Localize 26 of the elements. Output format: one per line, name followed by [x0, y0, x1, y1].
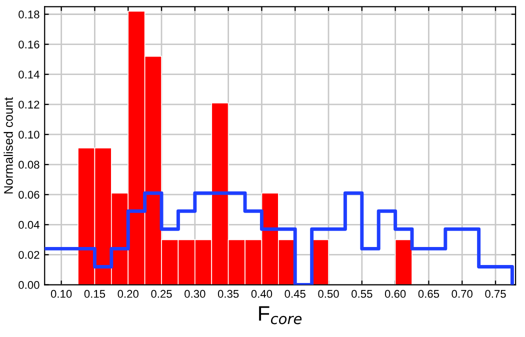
x-tick-label: 0.75 [485, 290, 506, 298]
x-tick-label: 0.25 [151, 290, 172, 298]
y-tick-label: 0.14 [18, 70, 40, 79]
x-tick-label: 0.70 [452, 290, 472, 298]
y-tick-label: 0.18 [18, 10, 40, 18]
y-tick-label: 0.08 [18, 160, 40, 169]
x-tick-label: 0.30 [184, 290, 206, 298]
x-tick-label: 0.45 [284, 290, 306, 298]
x-tick-label: 0.40 [251, 290, 272, 298]
y-tick-label: 0.10 [18, 130, 40, 139]
x-tick-label: 0.35 [218, 290, 239, 298]
y-tick-label: 0.16 [18, 40, 40, 48]
x-tick-label: 0.50 [318, 290, 339, 298]
y-tick-label: 0.12 [18, 100, 40, 109]
y-tick-label: 0.04 [18, 220, 40, 229]
y-tick-label: 0.06 [18, 190, 40, 199]
x-tick-label: 0.65 [418, 290, 440, 298]
x-tick-label: 0.15 [84, 290, 106, 298]
x-tick-label: 0.20 [118, 290, 138, 298]
y-axis-title: Normalised count [4, 97, 13, 194]
x-axis-title: F$_{core}$ [259, 306, 302, 324]
x-tick-label: 0.10 [50, 290, 72, 298]
y-tick-label: 0.02 [18, 250, 40, 259]
y-tick-label: 0.00 [18, 281, 40, 289]
x-tick-label: 0.60 [384, 290, 406, 298]
x-tick-label: 0.55 [352, 290, 372, 298]
